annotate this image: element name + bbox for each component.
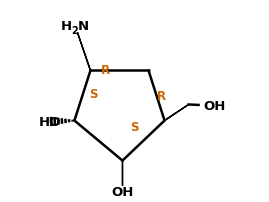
Polygon shape xyxy=(164,105,189,121)
Text: R: R xyxy=(157,89,166,102)
Text: N: N xyxy=(77,20,89,33)
Text: H: H xyxy=(61,20,72,33)
Text: OH: OH xyxy=(111,185,134,198)
Text: S: S xyxy=(89,87,98,100)
Text: 2: 2 xyxy=(72,26,78,36)
Polygon shape xyxy=(77,33,91,71)
Text: OH: OH xyxy=(204,100,226,113)
Text: R: R xyxy=(101,64,110,77)
Text: S: S xyxy=(130,120,139,133)
Text: HO: HO xyxy=(38,116,61,128)
